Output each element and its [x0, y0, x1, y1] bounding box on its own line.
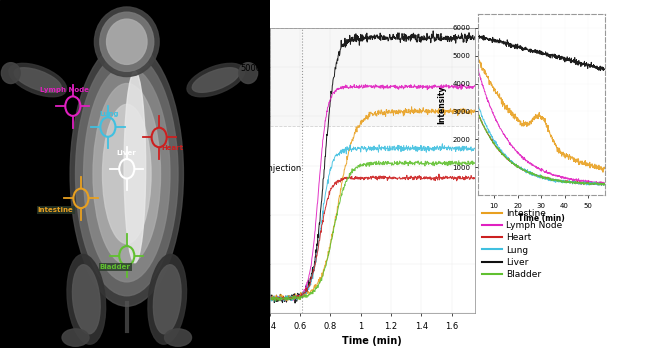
Ellipse shape — [192, 68, 239, 92]
Text: Liver: Liver — [116, 150, 136, 156]
Text: Intensity: Intensity — [261, 157, 270, 191]
Ellipse shape — [67, 254, 106, 344]
Legend: Intestine, Lymph Node, Heart, Lung, Liver, Bladder: Intestine, Lymph Node, Heart, Lung, Live… — [479, 206, 565, 282]
X-axis label: Time (min): Time (min) — [343, 336, 402, 346]
Text: Heart: Heart — [162, 145, 184, 151]
Ellipse shape — [14, 68, 61, 92]
Text: Intestine: Intestine — [38, 207, 73, 213]
Ellipse shape — [70, 42, 183, 306]
Text: Lung: Lung — [100, 111, 120, 117]
Ellipse shape — [153, 265, 181, 334]
Ellipse shape — [75, 52, 178, 296]
Ellipse shape — [124, 71, 146, 263]
Ellipse shape — [107, 19, 147, 64]
Ellipse shape — [94, 7, 159, 77]
Ellipse shape — [9, 63, 66, 97]
Ellipse shape — [84, 66, 170, 282]
Ellipse shape — [148, 254, 187, 344]
Ellipse shape — [93, 84, 161, 264]
Ellipse shape — [1, 63, 20, 84]
Ellipse shape — [239, 63, 257, 84]
Bar — [270, 28, 474, 126]
Y-axis label: Intensity: Intensity — [225, 146, 235, 195]
Ellipse shape — [100, 12, 154, 71]
Text: Lymph Node: Lymph Node — [40, 87, 90, 93]
Ellipse shape — [164, 329, 192, 346]
Ellipse shape — [72, 265, 100, 334]
Ellipse shape — [62, 329, 89, 346]
Text: Bladder: Bladder — [100, 264, 131, 270]
Ellipse shape — [187, 63, 244, 97]
Text: Injection: Injection — [265, 164, 302, 173]
Y-axis label: Intensity: Intensity — [437, 85, 447, 124]
Ellipse shape — [103, 104, 151, 244]
X-axis label: Time (min): Time (min) — [518, 214, 564, 223]
